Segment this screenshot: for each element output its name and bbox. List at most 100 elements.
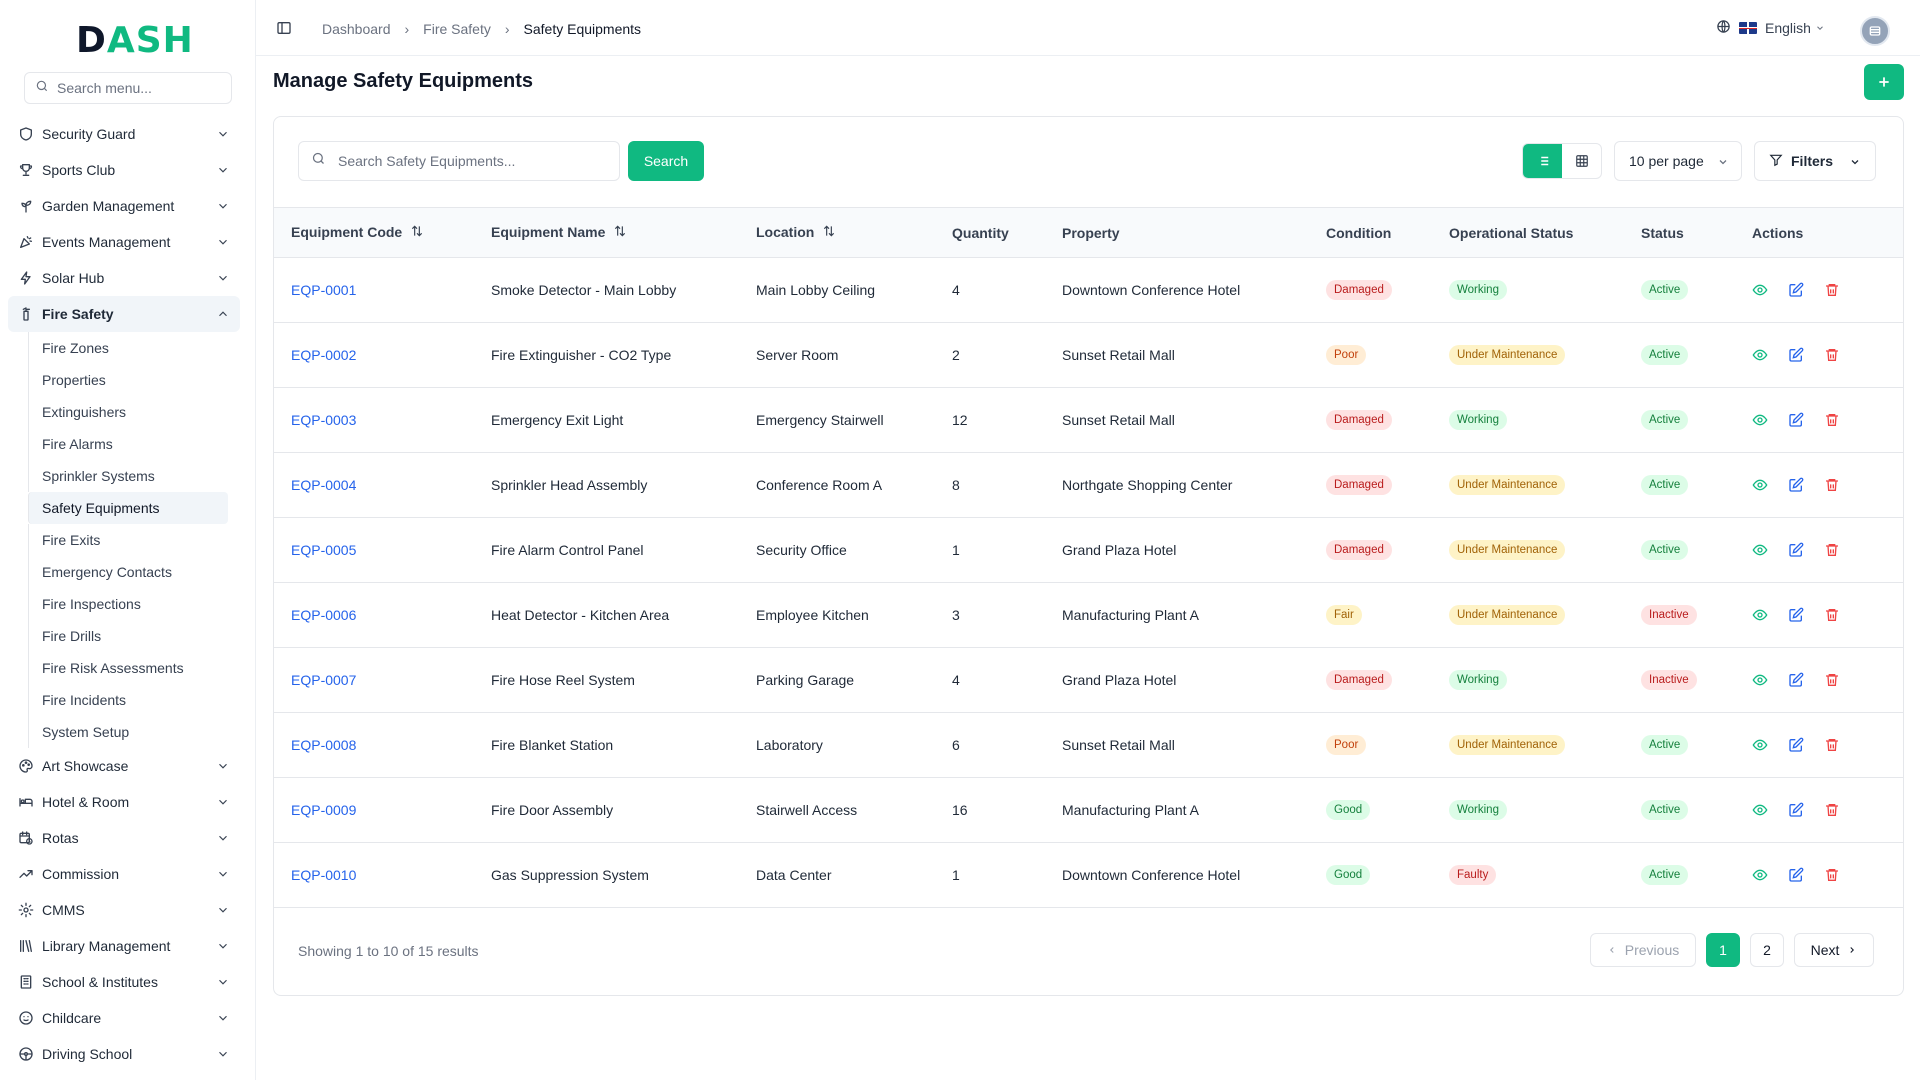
search-button[interactable]: Search xyxy=(628,141,704,181)
sort-icon[interactable] xyxy=(410,224,424,241)
edit-pencil-icon[interactable] xyxy=(1788,607,1804,623)
equipment-code-link[interactable]: EQP-0003 xyxy=(291,412,357,428)
view-eye-icon[interactable] xyxy=(1752,672,1768,688)
equipment-code-link[interactable]: EQP-0005 xyxy=(291,542,357,558)
delete-trash-icon[interactable] xyxy=(1824,282,1840,298)
submenu-item-fire-drills[interactable]: Fire Drills xyxy=(28,620,228,652)
edit-pencil-icon[interactable] xyxy=(1788,802,1804,818)
per-page-select[interactable]: 10 per page xyxy=(1614,141,1742,181)
submenu-item-fire-risk-assessments[interactable]: Fire Risk Assessments xyxy=(28,652,228,684)
sidebar-item-security-guard[interactable]: Security Guard xyxy=(8,116,240,152)
header-equipment-name[interactable]: Equipment Name xyxy=(474,207,739,258)
previous-page-button[interactable]: Previous xyxy=(1590,933,1696,967)
submenu-item-sprinkler-systems[interactable]: Sprinkler Systems xyxy=(28,460,228,492)
language-selector[interactable]: English xyxy=(1716,19,1825,37)
delete-trash-icon[interactable] xyxy=(1824,737,1840,753)
submenu-item-fire-exits[interactable]: Fire Exits xyxy=(28,524,228,556)
edit-pencil-icon[interactable] xyxy=(1788,672,1804,688)
next-page-button[interactable]: Next xyxy=(1794,933,1874,967)
edit-pencil-icon[interactable] xyxy=(1788,542,1804,558)
view-eye-icon[interactable] xyxy=(1752,542,1768,558)
edit-pencil-icon[interactable] xyxy=(1788,412,1804,428)
sidebar-item-rotas[interactable]: Rotas xyxy=(8,820,240,856)
view-eye-icon[interactable] xyxy=(1752,802,1768,818)
view-eye-icon[interactable] xyxy=(1752,867,1768,883)
sidebar-item-art-showcase[interactable]: Art Showcase xyxy=(8,748,240,784)
view-eye-icon[interactable] xyxy=(1752,347,1768,363)
delete-trash-icon[interactable] xyxy=(1824,867,1840,883)
equipment-code-link[interactable]: EQP-0004 xyxy=(291,477,357,493)
status-badge: Active xyxy=(1641,475,1689,495)
steering-icon xyxy=(18,1046,34,1062)
equipment-code-link[interactable]: EQP-0010 xyxy=(291,867,357,883)
submenu-item-system-setup[interactable]: System Setup xyxy=(28,716,228,748)
equipment-code-link[interactable]: EQP-0001 xyxy=(291,282,357,298)
submenu-item-emergency-contacts[interactable]: Emergency Contacts xyxy=(28,556,228,588)
edit-pencil-icon[interactable] xyxy=(1788,867,1804,883)
view-eye-icon[interactable] xyxy=(1752,607,1768,623)
delete-trash-icon[interactable] xyxy=(1824,412,1840,428)
sidebar-item-cmms[interactable]: CMMS xyxy=(8,892,240,928)
edit-pencil-icon[interactable] xyxy=(1788,282,1804,298)
sidebar-item-events-management[interactable]: Events Management xyxy=(8,224,240,260)
breadcrumb-dashboard[interactable]: Dashboard xyxy=(322,21,391,37)
delete-trash-icon[interactable] xyxy=(1824,802,1840,818)
view-eye-icon[interactable] xyxy=(1752,412,1768,428)
edit-pencil-icon[interactable] xyxy=(1788,737,1804,753)
view-eye-icon[interactable] xyxy=(1752,737,1768,753)
view-eye-icon[interactable] xyxy=(1752,477,1768,493)
submenu-item-safety-equipments[interactable]: Safety Equipments xyxy=(28,492,228,524)
breadcrumb-fire-safety[interactable]: Fire Safety xyxy=(423,21,491,37)
sidebar-item-hotel-and-room[interactable]: Hotel & Room xyxy=(8,784,240,820)
submenu-item-properties[interactable]: Properties xyxy=(28,364,228,396)
equipment-code-link[interactable]: EQP-0007 xyxy=(291,672,357,688)
edit-pencil-icon[interactable] xyxy=(1788,347,1804,363)
submenu-item-fire-inspections[interactable]: Fire Inspections xyxy=(28,588,228,620)
sidebar-toggle-icon[interactable] xyxy=(276,20,292,36)
submenu-item-fire-zones[interactable]: Fire Zones xyxy=(28,332,228,364)
delete-trash-icon[interactable] xyxy=(1824,347,1840,363)
menu-search[interactable] xyxy=(24,72,232,104)
delete-trash-icon[interactable] xyxy=(1824,672,1840,688)
sidebar-item-sports-club[interactable]: Sports Club xyxy=(8,152,240,188)
filters-button[interactable]: Filters xyxy=(1754,141,1876,181)
edit-pencil-icon[interactable] xyxy=(1788,477,1804,493)
header-location[interactable]: Location xyxy=(739,207,935,258)
sort-icon[interactable] xyxy=(822,224,836,241)
page-1-button[interactable]: 1 xyxy=(1706,933,1740,967)
page-2-button[interactable]: 2 xyxy=(1750,933,1784,967)
menu-search-input[interactable] xyxy=(57,80,217,96)
view-toggle xyxy=(1522,143,1602,179)
delete-trash-icon[interactable] xyxy=(1824,607,1840,623)
delete-trash-icon[interactable] xyxy=(1824,477,1840,493)
sidebar-item-driving-school[interactable]: Driving School xyxy=(8,1036,240,1072)
sidebar-item-fire-safety[interactable]: Fire Safety xyxy=(8,296,240,332)
header-equipment-code[interactable]: Equipment Code xyxy=(274,207,474,258)
sidebar-item-commission[interactable]: Commission xyxy=(8,856,240,892)
list-view-button[interactable] xyxy=(1523,144,1562,178)
submenu-item-fire-incidents[interactable]: Fire Incidents xyxy=(28,684,228,716)
grid-view-button[interactable] xyxy=(1562,144,1601,178)
sidebar-item-garden-management[interactable]: Garden Management xyxy=(8,188,240,224)
sidebar-item-solar-hub[interactable]: Solar Hub xyxy=(8,260,240,296)
sidebar-item-label: Childcare xyxy=(42,1010,102,1026)
submenu-item-extinguishers[interactable]: Extinguishers xyxy=(28,396,228,428)
logo[interactable]: DASH xyxy=(76,20,194,61)
sort-icon[interactable] xyxy=(613,224,627,241)
status-cell: Active xyxy=(1624,713,1735,778)
sidebar-item-school-and-institutes[interactable]: School & Institutes xyxy=(8,964,240,1000)
equipment-code-link[interactable]: EQP-0009 xyxy=(291,802,357,818)
equipment-code-link[interactable]: EQP-0008 xyxy=(291,737,357,753)
equipment-code-link[interactable]: EQP-0006 xyxy=(291,607,357,623)
chevron-down-icon xyxy=(216,831,230,845)
equipment-code-link[interactable]: EQP-0002 xyxy=(291,347,357,363)
avatar[interactable] xyxy=(1860,16,1890,46)
sidebar-item-childcare[interactable]: Childcare xyxy=(8,1000,240,1036)
add-equipment-button[interactable] xyxy=(1864,64,1904,100)
submenu-item-fire-alarms[interactable]: Fire Alarms xyxy=(28,428,228,460)
delete-trash-icon[interactable] xyxy=(1824,542,1840,558)
equipment-search-input[interactable] xyxy=(338,153,608,169)
view-eye-icon[interactable] xyxy=(1752,282,1768,298)
equipment-search[interactable] xyxy=(298,141,620,181)
sidebar-item-library-management[interactable]: Library Management xyxy=(8,928,240,964)
